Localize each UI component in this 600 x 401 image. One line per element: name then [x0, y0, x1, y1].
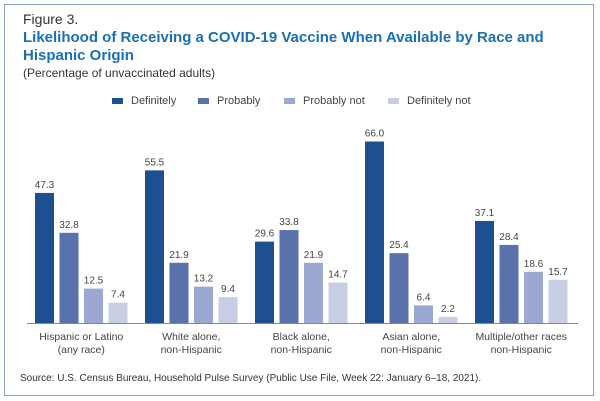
figure-frame — [4, 4, 594, 396]
bar-definitely-not — [328, 282, 348, 323]
bar-definitely — [365, 141, 384, 323]
category-label: Black alone, — [273, 331, 330, 343]
data-label: 2.2 — [441, 304, 455, 315]
bar-probably-not — [194, 286, 213, 323]
data-label: 25.4 — [389, 240, 409, 251]
data-label: 21.9 — [169, 250, 189, 261]
category-label: Hispanic or Latino — [39, 331, 123, 343]
data-label: 47.3 — [35, 180, 55, 191]
legend-label: Definitely — [131, 95, 177, 107]
chart-subtitle: (Percentage of unvaccinated adults) — [23, 66, 216, 80]
category-label: non-Hispanic — [161, 344, 222, 356]
data-label: 37.1 — [475, 208, 495, 219]
bar-probably — [169, 262, 189, 323]
source-note: Source: U.S. Census Bureau, Household Pu… — [20, 373, 482, 384]
data-label: 7.4 — [111, 290, 125, 301]
bar-definitely-not — [218, 297, 238, 323]
data-label: 9.4 — [221, 284, 235, 295]
data-label: 29.6 — [255, 229, 275, 240]
data-label: 55.5 — [145, 157, 165, 168]
legend-swatch-definitely — [112, 98, 123, 104]
data-label: 15.7 — [548, 267, 568, 278]
chart-title: Likelihood of Receiving a COVID-19 Vacci… — [23, 29, 544, 64]
bar-definitely — [475, 220, 494, 323]
legend: Definitely Probably Probably not Definit… — [0, 95, 600, 109]
legend-item-definitely-not: Definitely not — [388, 95, 471, 107]
bar-definitely-not — [548, 279, 568, 323]
data-label: 18.6 — [524, 259, 544, 270]
legend-swatch-probably — [198, 98, 209, 104]
bar-probably — [59, 232, 79, 323]
legend-label: Definitely not — [407, 95, 471, 107]
data-label: 28.4 — [499, 232, 519, 243]
data-label: 13.2 — [194, 274, 214, 285]
figure-label: Figure 3. — [23, 11, 79, 27]
bar-probably-not — [84, 288, 103, 323]
bar-probably — [389, 253, 409, 323]
legend-item-probably: Probably — [198, 95, 260, 107]
legend-label: Probably — [217, 95, 261, 107]
legend-swatch-probably-not — [284, 98, 295, 104]
data-label: 14.7 — [328, 270, 348, 281]
legend-swatch-definitely-not — [388, 98, 399, 104]
bar-definitely-not — [108, 302, 128, 323]
data-label: 21.9 — [304, 250, 324, 261]
bar-definitely — [255, 241, 274, 323]
category-label: (any race) — [58, 344, 105, 356]
category-label: non-Hispanic — [271, 344, 332, 356]
data-label: 32.8 — [59, 220, 79, 231]
category-label: White alone, — [162, 331, 220, 343]
legend-label: Probably not — [303, 95, 365, 107]
bar-definitely — [35, 192, 54, 323]
bar-probably-not — [524, 271, 543, 323]
category-label: non-Hispanic — [491, 344, 552, 356]
data-label: 33.8 — [279, 217, 299, 228]
bar-definitely-not — [438, 316, 458, 323]
data-label: 6.4 — [417, 292, 431, 303]
bar-probably — [499, 244, 519, 323]
category-label: non-Hispanic — [381, 344, 442, 356]
category-label: Multiple/other races — [475, 331, 567, 343]
bar-definitely — [145, 170, 164, 323]
bar-probably — [279, 230, 299, 323]
data-label: 66.0 — [365, 129, 385, 140]
bar-probably-not — [304, 262, 323, 323]
data-label: 12.5 — [84, 276, 104, 287]
legend-item-definitely: Definitely — [112, 95, 176, 107]
legend-item-probably-not: Probably not — [284, 95, 365, 107]
bar-probably-not — [414, 305, 433, 323]
category-label: Asian alone, — [382, 331, 440, 343]
